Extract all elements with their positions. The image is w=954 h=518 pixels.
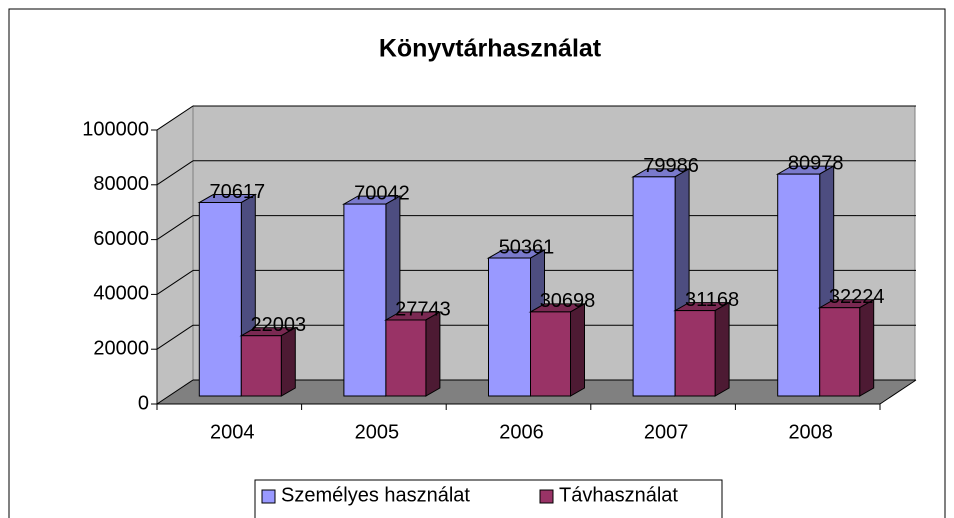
y-tick-label: 20000 <box>93 337 149 359</box>
bar-side <box>859 298 875 397</box>
data-label: 31168 <box>685 289 739 311</box>
bar <box>777 173 821 397</box>
data-label: 22003 <box>250 314 306 336</box>
x-tick-label: 2004 <box>210 421 255 443</box>
data-label: 27743 <box>395 298 451 320</box>
grid-line <box>156 215 194 241</box>
bar <box>198 202 242 397</box>
bar <box>819 307 861 397</box>
y-tick-label: 80000 <box>93 173 149 195</box>
x-tick-label: 2008 <box>788 421 833 443</box>
chart-border <box>8 8 946 518</box>
data-label: 79986 <box>643 155 699 177</box>
data-label: 80978 <box>788 152 844 174</box>
data-label: 32224 <box>829 286 885 308</box>
grid-line <box>156 160 194 186</box>
grid-line <box>156 105 194 131</box>
y-tick-label: 40000 <box>93 283 149 305</box>
data-label: 70617 <box>209 181 265 203</box>
x-tick-label: 2006 <box>499 421 544 443</box>
chart-title: Könyvtárhasználat <box>379 35 602 63</box>
bar-side <box>280 326 296 397</box>
side-wall <box>156 105 194 405</box>
x-tick-label: 2005 <box>355 421 400 443</box>
grid-line <box>156 269 194 295</box>
legend-swatch <box>261 489 276 504</box>
data-label: 30698 <box>540 290 596 312</box>
data-label: 70042 <box>354 182 410 204</box>
legend-label: Személyes használat <box>281 484 470 506</box>
floor-edge <box>879 379 917 405</box>
y-tick-label: 100000 <box>82 118 149 140</box>
bar <box>632 176 676 397</box>
x-tick-label: 2007 <box>644 421 689 443</box>
legend-swatch <box>539 489 554 504</box>
grid-line <box>156 324 194 350</box>
bar <box>488 257 531 397</box>
bar <box>343 203 387 397</box>
bar <box>240 335 282 397</box>
bar <box>385 319 427 397</box>
grid-line <box>156 379 194 405</box>
bar-side <box>570 303 585 397</box>
bar-side <box>714 301 730 397</box>
bar <box>674 310 716 397</box>
bar <box>530 311 571 397</box>
legend-label: Távhasználat <box>559 484 678 506</box>
y-tick-label: 0 <box>138 392 149 414</box>
legend <box>254 479 723 518</box>
y-tick-label: 60000 <box>93 228 149 250</box>
data-label: 50361 <box>499 236 555 258</box>
bar-side <box>425 311 441 397</box>
